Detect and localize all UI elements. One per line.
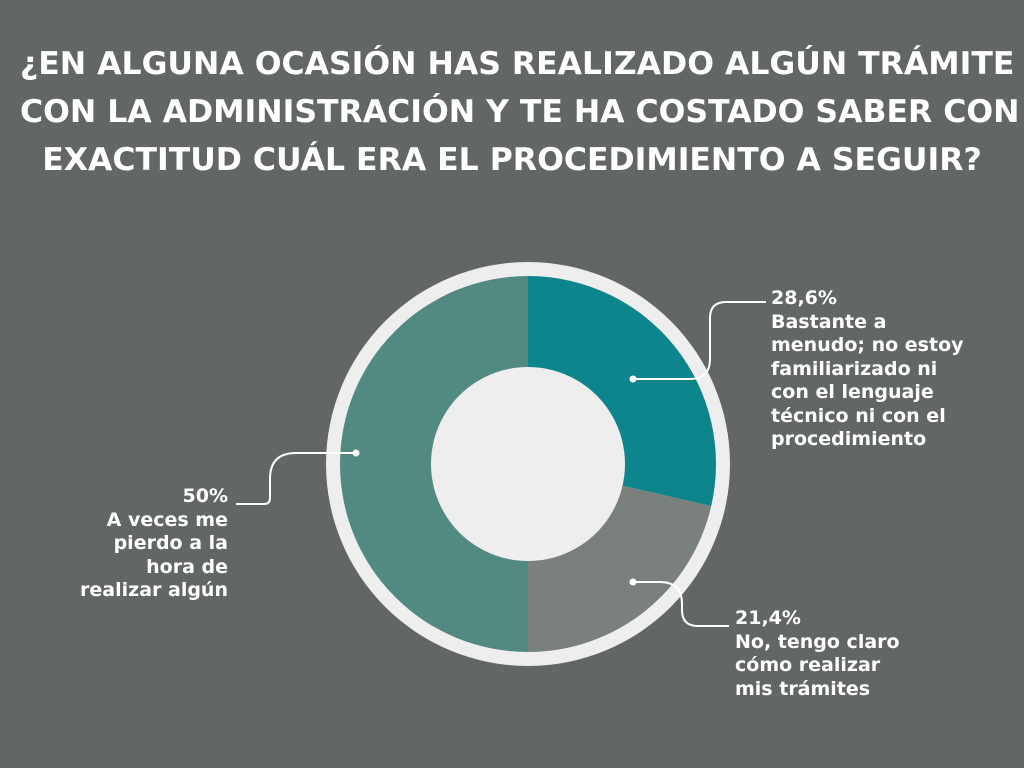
chart-title-line-1: ¿EN ALGUNA OCASIÓN HAS REALIZADO ALGÚN T… [20, 46, 1015, 82]
slice-1-value-label: 28,6% [771, 287, 837, 309]
leader-dot-1 [629, 375, 637, 383]
slice-2-label-line-2: cómo realizar [735, 654, 881, 676]
slice-2-label-line-3: mis trámites [735, 677, 871, 700]
slice-3-label-line-1: A veces me [106, 508, 228, 531]
slice-1-label-line-2: menudo; no estoy [771, 334, 964, 356]
slice-1-label-line-6: procedimiento [771, 428, 927, 450]
slice-1-label-line-5: técnico ni con el [771, 404, 946, 427]
slice-3-label-line-4: realizar algún [80, 579, 228, 601]
slice-2-label-line-1: No, tengo claro [735, 630, 900, 653]
leader-line-1 [633, 301, 766, 380]
leader-line-3 [236, 452, 356, 505]
chart-title: ¿EN ALGUNA OCASIÓN HAS REALIZADO ALGÚN T… [20, 40, 1020, 184]
slice-1-label-line-1: Bastante a [771, 310, 887, 333]
chart-title-line-3: EXACTITUD CUÁL ERA EL PROCEDIMIENTO A SE… [42, 142, 982, 178]
slice-1-label-line-3: familiarizado ni [771, 357, 938, 380]
leader-dot-3 [352, 449, 360, 457]
slice-3-label-line-3: hora de [146, 555, 228, 578]
slice-1-label-line-4: con el lenguaje [771, 381, 934, 403]
leader-dot-2 [629, 578, 637, 586]
slice-3-value-label: 50% [182, 485, 228, 507]
inner-hole [431, 367, 625, 561]
leader-lines-group [236, 301, 766, 627]
slice-label-3: 50% A veces me pierdo a la hora de reali… [80, 485, 228, 603]
slice-2-value-label: 21,4% [735, 607, 801, 629]
slice-label-1: 28,6% Bastante a menudo; no estoy famili… [771, 287, 964, 452]
slice-3-label-line-2: pierdo a la [113, 532, 228, 554]
slice-label-2: 21,4% No, tengo claro cómo realizar mis … [735, 607, 900, 701]
leader-line-2 [633, 581, 729, 627]
chart-title-line-2: CON LA ADMINISTRACIÓN Y TE HA COSTADO SA… [20, 94, 1020, 130]
